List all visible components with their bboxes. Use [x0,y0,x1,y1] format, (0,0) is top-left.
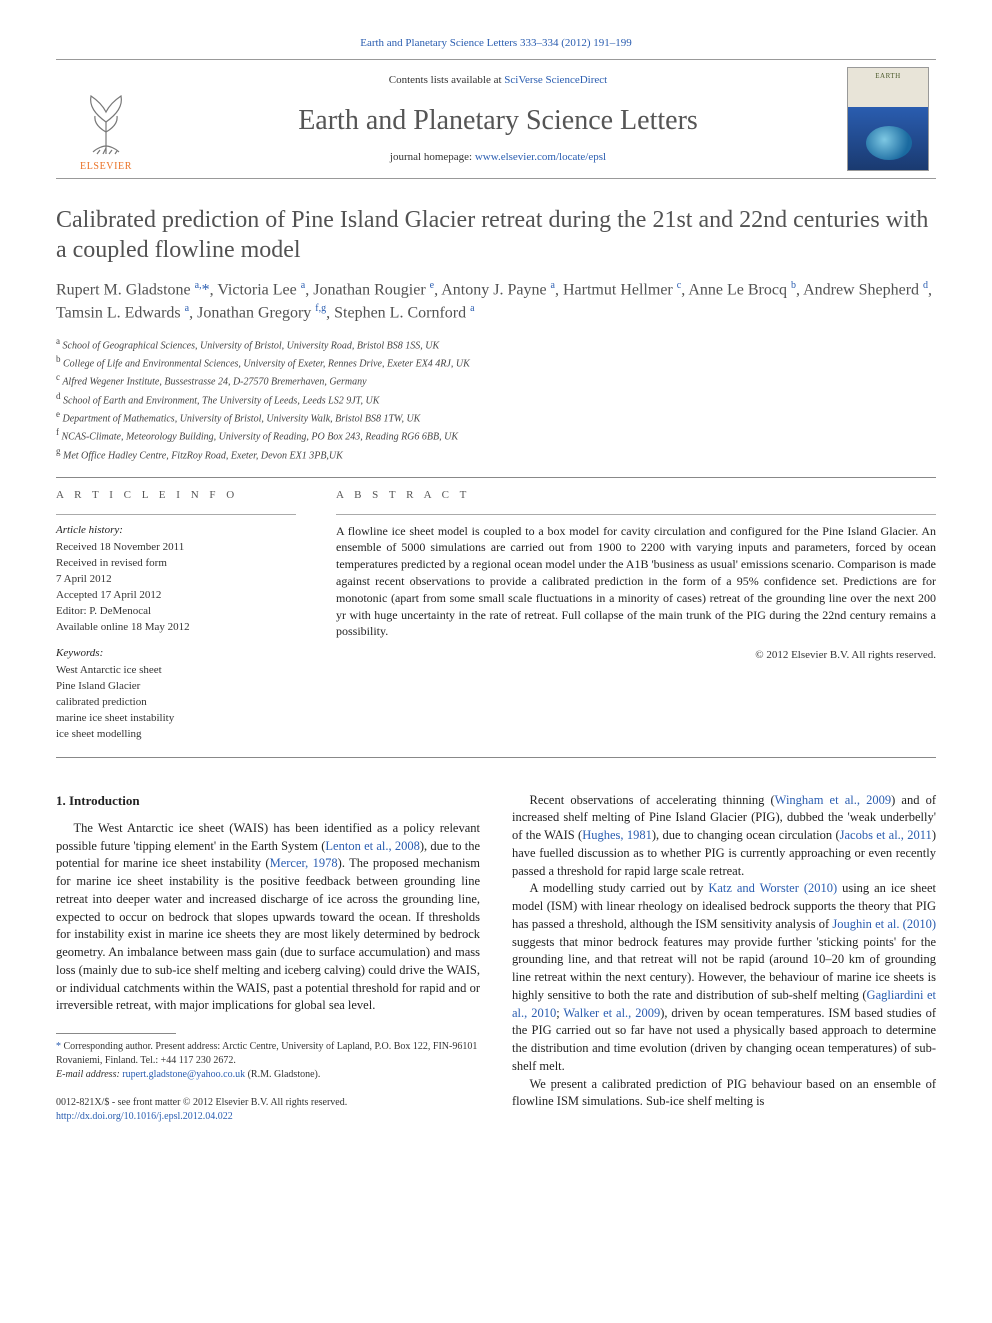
journal-cover-thumb: EARTH [847,67,929,171]
cover-title: EARTH [848,72,928,82]
doi-line: http://dx.doi.org/10.1016/j.epsl.2012.04… [56,1110,480,1124]
affiliation-line: b College of Life and Environmental Scie… [56,353,936,371]
abstract-copyright: © 2012 Elsevier B.V. All rights reserved… [336,648,936,663]
history-item: Available online 18 May 2012 [56,620,296,636]
body-paragraph: The West Antarctic ice sheet (WAIS) has … [56,820,480,1015]
article-title: Calibrated prediction of Pine Island Gla… [56,205,936,265]
abstract-label: A B S T R A C T [336,488,936,503]
left-column: 1. Introduction The West Antarctic ice s… [56,792,480,1124]
homepage-link[interactable]: www.elsevier.com/locate/epsl [475,151,606,163]
keyword-item: Pine Island Glacier [56,679,296,695]
elsevier-tree-icon [75,88,137,158]
affiliation-line: f NCAS-Climate, Meteorology Building, Un… [56,426,936,444]
history-item: 7 April 2012 [56,572,296,588]
meta-row: A R T I C L E I N F O Article history: R… [56,488,936,742]
history-label: Article history: [56,523,296,538]
history-item: Editor: P. DeMenocal [56,604,296,620]
corr-text: Corresponding author. Present address: A… [56,1041,477,1066]
sciencedirect-link[interactable]: SciVerse ScienceDirect [504,74,607,86]
journal-name: Earth and Planetary Science Letters [164,101,832,140]
history-item: Received 18 November 2011 [56,540,296,556]
journal-cover-block: EARTH [840,60,936,178]
keywords-list: West Antarctic ice sheetPine Island Glac… [56,663,296,743]
divider-bottom [56,757,936,758]
email-label: E-mail address: [56,1069,120,1080]
affiliation-line: c Alfred Wegener Institute, Bussestrasse… [56,371,936,389]
body-paragraph: We present a calibrated prediction of PI… [512,1076,936,1112]
title-block: Calibrated prediction of Pine Island Gla… [56,205,936,324]
corr-star-icon: * [56,1041,61,1052]
doi-link[interactable]: http://dx.doi.org/10.1016/j.epsl.2012.04… [56,1111,233,1122]
contents-prefix: Contents lists available at [389,74,504,86]
keyword-item: marine ice sheet instability [56,711,296,727]
affiliation-line: d School of Earth and Environment, The U… [56,390,936,408]
history-list: Received 18 November 2011Received in rev… [56,540,296,636]
footnote-rule [56,1033,176,1034]
email-attribution: (R.M. Gladstone). [248,1069,321,1080]
homepage-prefix: journal homepage: [390,151,475,163]
body-paragraph: Recent observations of accelerating thin… [512,792,936,881]
elsevier-logo-block: ELSEVIER [56,60,156,178]
affiliation-line: g Met Office Hadley Centre, FitzRoy Road… [56,445,936,463]
page-root: Earth and Planetary Science Letters 333–… [0,0,992,1164]
article-info-label: A R T I C L E I N F O [56,488,296,503]
history-item: Accepted 17 April 2012 [56,588,296,604]
masthead-center: Contents lists available at SciVerse Sci… [156,60,840,178]
email-link[interactable]: rupert.gladstone@yahoo.co.uk [122,1069,245,1080]
body-paragraph: A modelling study carried out by Katz an… [512,880,936,1075]
abstract-subrule [336,514,936,515]
info-subrule [56,514,296,515]
section-heading-intro: 1. Introduction [56,792,480,810]
keyword-item: calibrated prediction [56,695,296,711]
article-info-column: A R T I C L E I N F O Article history: R… [56,488,296,742]
affiliation-line: a School of Geographical Sciences, Unive… [56,335,936,353]
abstract-column: A B S T R A C T A flowline ice sheet mod… [336,488,936,742]
body-columns: 1. Introduction The West Antarctic ice s… [56,792,936,1124]
keyword-item: West Antarctic ice sheet [56,663,296,679]
affiliation-line: e Department of Mathematics, University … [56,408,936,426]
history-item: Received in revised form [56,556,296,572]
issn-line: 0012-821X/$ - see front matter © 2012 El… [56,1096,480,1110]
journal-homepage-line: journal homepage: www.elsevier.com/locat… [164,150,832,165]
abstract-text: A flowline ice sheet model is coupled to… [336,523,936,641]
right-column: Recent observations of accelerating thin… [512,792,936,1124]
elsevier-label: ELSEVIER [80,160,132,174]
divider-top [56,477,936,478]
affiliations: a School of Geographical Sciences, Unive… [56,335,936,463]
header-citation: Earth and Planetary Science Letters 333–… [56,36,936,51]
keywords-label: Keywords: [56,646,296,661]
contents-available-line: Contents lists available at SciVerse Sci… [164,73,832,88]
masthead: ELSEVIER Contents lists available at Sci… [56,59,936,179]
email-footnote: E-mail address: rupert.gladstone@yahoo.c… [56,1068,480,1082]
authors-line: Rupert M. Gladstone a,*, Victoria Lee a,… [56,279,936,324]
keyword-item: ice sheet modelling [56,727,296,743]
corresponding-footnote: * Corresponding author. Present address:… [56,1040,480,1068]
citation-link[interactable]: Earth and Planetary Science Letters 333–… [360,37,632,49]
